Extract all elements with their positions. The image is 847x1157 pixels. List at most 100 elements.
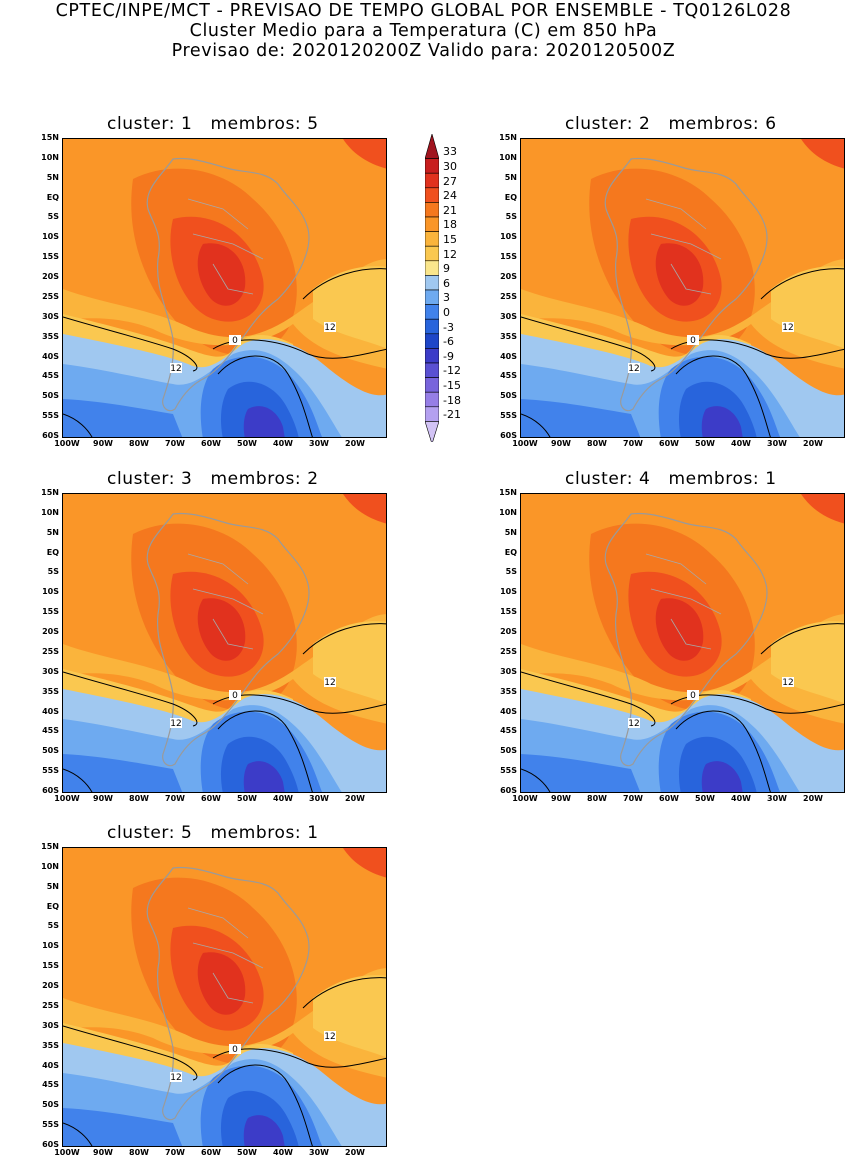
- lat-label: 45S: [500, 726, 517, 736]
- contour-0-west: [521, 768, 551, 792]
- colorbar-swatch: [424, 245, 440, 262]
- contour-label-12-east-bg: [324, 677, 336, 687]
- colorbar-swatch: [424, 187, 440, 203]
- colorbar-swatch: [424, 406, 440, 422]
- map-panel-4: 12 0 12: [520, 493, 845, 793]
- lat-label: 25S: [42, 1000, 59, 1010]
- map-graphic-2: 12 0 12: [521, 139, 844, 437]
- contour-label-0: 0: [232, 691, 238, 701]
- contour-label-0-bg: [229, 335, 241, 345]
- lon-label: 80W: [129, 794, 149, 803]
- contour-12-east: [760, 623, 844, 655]
- contour-label-12-east: 12: [782, 678, 793, 688]
- coastline-south-america: [146, 157, 310, 412]
- cold-band-neg9: [701, 761, 743, 792]
- lat-label: 20S: [42, 981, 59, 991]
- cold-band-0-west: [521, 754, 641, 792]
- coastline-south-america: [604, 157, 768, 412]
- contour-label-12-east: 12: [782, 323, 793, 333]
- country-borders: [645, 553, 722, 650]
- contour-0-west: [63, 1122, 93, 1146]
- lat-label: 5N: [46, 527, 59, 537]
- colorbar-level-label: 6: [443, 276, 450, 290]
- warm-region-caribbean: [343, 494, 386, 524]
- lat-label: 10N: [499, 507, 517, 517]
- lon-label: 80W: [587, 439, 607, 448]
- contour-label-0: 0: [690, 691, 696, 701]
- colorbar-level-label: -12: [443, 364, 461, 378]
- lon-label: 50W: [237, 794, 257, 803]
- lat-label: 55S: [500, 766, 517, 776]
- lat-label: EQ: [504, 192, 517, 202]
- lon-label: 100W: [512, 439, 538, 448]
- lat-label: 15S: [42, 961, 59, 971]
- lat-label: 5N: [46, 172, 59, 182]
- contour-label-0-bg: [229, 1044, 241, 1054]
- contour-0: [217, 355, 313, 437]
- contour-12-west: [63, 1025, 198, 1081]
- lon-label: 60W: [201, 1148, 221, 1157]
- lon-label: 20W: [345, 794, 365, 803]
- lon-label: 30W: [309, 1148, 329, 1157]
- lon-label: 70W: [165, 1148, 185, 1157]
- contour-label-12-west: 12: [170, 719, 181, 729]
- colorbar: [424, 132, 440, 446]
- lat-label: 25S: [42, 646, 59, 656]
- contour-12-east: [302, 268, 386, 300]
- lat-label: 55S: [42, 411, 59, 421]
- lat-label: 60S: [500, 786, 517, 795]
- colorbar-level-label: -3: [443, 320, 454, 334]
- header-title-2: Cluster Medio para a Temperatura (C) em …: [189, 21, 658, 41]
- colorbar-level-label: -15: [443, 378, 461, 392]
- map-panel-2: 12 0 12: [520, 138, 845, 438]
- contour-12-east: [302, 623, 386, 655]
- contour-0-west: [63, 768, 93, 792]
- lat-label: 35S: [500, 686, 517, 696]
- lat-label: 45S: [42, 726, 59, 736]
- colorbar-swatch: [424, 158, 440, 174]
- contour-0: [675, 710, 771, 792]
- lat-label: EQ: [46, 547, 59, 557]
- colorbar-level-label: -6: [443, 335, 454, 349]
- lon-label: 90W: [551, 794, 571, 803]
- contour-label-0-bg: [229, 690, 241, 700]
- contour-label-12-east-bg: [324, 322, 336, 332]
- colorbar-swatch: [424, 202, 440, 218]
- contour-label-12-west-bg: [628, 363, 640, 373]
- coastline-south-america: [146, 512, 310, 767]
- lat-label: 10S: [42, 941, 59, 951]
- lon-label: 100W: [54, 1148, 80, 1157]
- lat-label: 20S: [500, 272, 517, 282]
- country-borders: [645, 198, 722, 295]
- warm-region-caribbean: [801, 494, 844, 524]
- contour-12-west: [521, 671, 656, 727]
- contour-label-0: 0: [232, 336, 238, 346]
- contour-0: [675, 355, 771, 437]
- header-title-1: CPTEC/INPE/MCT - PREVISAO DE TEMPO GLOBA…: [55, 1, 792, 21]
- lat-label: 55S: [500, 411, 517, 421]
- lat-label: 20S: [42, 272, 59, 282]
- map-panel-1: 12 0 12: [62, 138, 387, 438]
- lat-label: 5N: [46, 881, 59, 891]
- lon-label: 40W: [273, 439, 293, 448]
- contour-label-12-west-bg: [170, 363, 182, 373]
- colorbar-swatch: [424, 362, 440, 378]
- country-borders: [187, 553, 264, 650]
- colorbar-swatch: [424, 333, 440, 349]
- lat-label: 15N: [499, 488, 517, 497]
- contour-0-west: [63, 413, 93, 437]
- lon-label: 50W: [695, 439, 715, 448]
- lat-label: 5N: [504, 527, 517, 537]
- lat-label: 50S: [500, 391, 517, 401]
- header-title-3: Previsao de: 2020120200Z Valido para: 20…: [171, 41, 676, 61]
- cold-band-neg9: [701, 406, 743, 437]
- lon-label: 20W: [345, 439, 365, 448]
- cold-band-0-west: [521, 399, 641, 437]
- lon-label: 20W: [803, 794, 823, 803]
- map-graphic-5: 12 0 12: [63, 848, 386, 1146]
- contour-label-12-east-bg: [782, 677, 794, 687]
- colorbar-swatch: [424, 132, 440, 159]
- lat-label: 5S: [47, 567, 59, 577]
- lat-label: 40S: [500, 351, 517, 361]
- contour-label-12-east: 12: [324, 678, 335, 688]
